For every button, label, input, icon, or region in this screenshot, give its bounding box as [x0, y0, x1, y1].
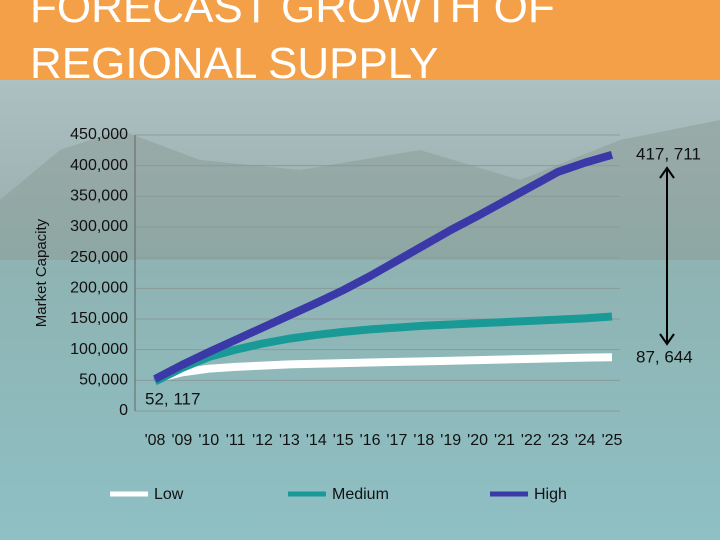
x-tick-label: '12 [252, 432, 273, 449]
y-tick-label: 100,000 [70, 341, 128, 358]
x-tick-label: '14 [306, 432, 327, 449]
x-tick-label: '17 [387, 432, 408, 449]
slide-title: FORECAST GROWTH OF REGIONAL SUPPLY [30, 0, 555, 88]
x-tick-label: '20 [467, 432, 488, 449]
annotation: 52, 117 [145, 389, 200, 408]
series-line [153, 312, 613, 386]
y-tick-label: 0 [119, 402, 128, 419]
x-tick-label: '10 [198, 432, 219, 449]
y-axis-title: Market Capacity [33, 218, 50, 327]
x-tick-label: '25 [602, 432, 623, 449]
hills [0, 120, 720, 260]
y-tick-label: 150,000 [70, 310, 128, 327]
x-tick-label: '16 [360, 432, 381, 449]
legend-label: Low [154, 486, 184, 503]
x-tick-label: '22 [521, 432, 542, 449]
y-tick-label: 350,000 [70, 188, 128, 205]
x-tick-label: '08 [145, 432, 166, 449]
x-tick-label: '18 [413, 432, 434, 449]
y-tick-label: 300,000 [70, 218, 128, 235]
x-tick-label: '23 [548, 432, 569, 449]
x-tick-label: '15 [333, 432, 354, 449]
arrow-heads [659, 166, 675, 346]
y-tick-label: 200,000 [70, 280, 128, 297]
x-tick-label: '21 [494, 432, 515, 449]
x-tick-label: '24 [575, 432, 596, 449]
legend-label: High [534, 486, 567, 503]
legend-label: Medium [332, 486, 389, 503]
y-tick-label: 400,000 [70, 157, 128, 174]
x-tick-label: '09 [171, 432, 192, 449]
x-tick-label: '11 [226, 432, 246, 449]
x-tick-label: '19 [440, 432, 461, 449]
annotation: 87, 644 [636, 347, 693, 366]
x-tick-label: '13 [279, 432, 300, 449]
y-tick-label: 50,000 [79, 372, 128, 389]
series-line [154, 353, 613, 383]
y-tick-label: 250,000 [70, 249, 128, 266]
annotation: 417, 711 [636, 144, 701, 163]
header-band [0, 0, 720, 80]
y-tick-label: 450,000 [70, 126, 128, 143]
series-line [153, 150, 614, 383]
